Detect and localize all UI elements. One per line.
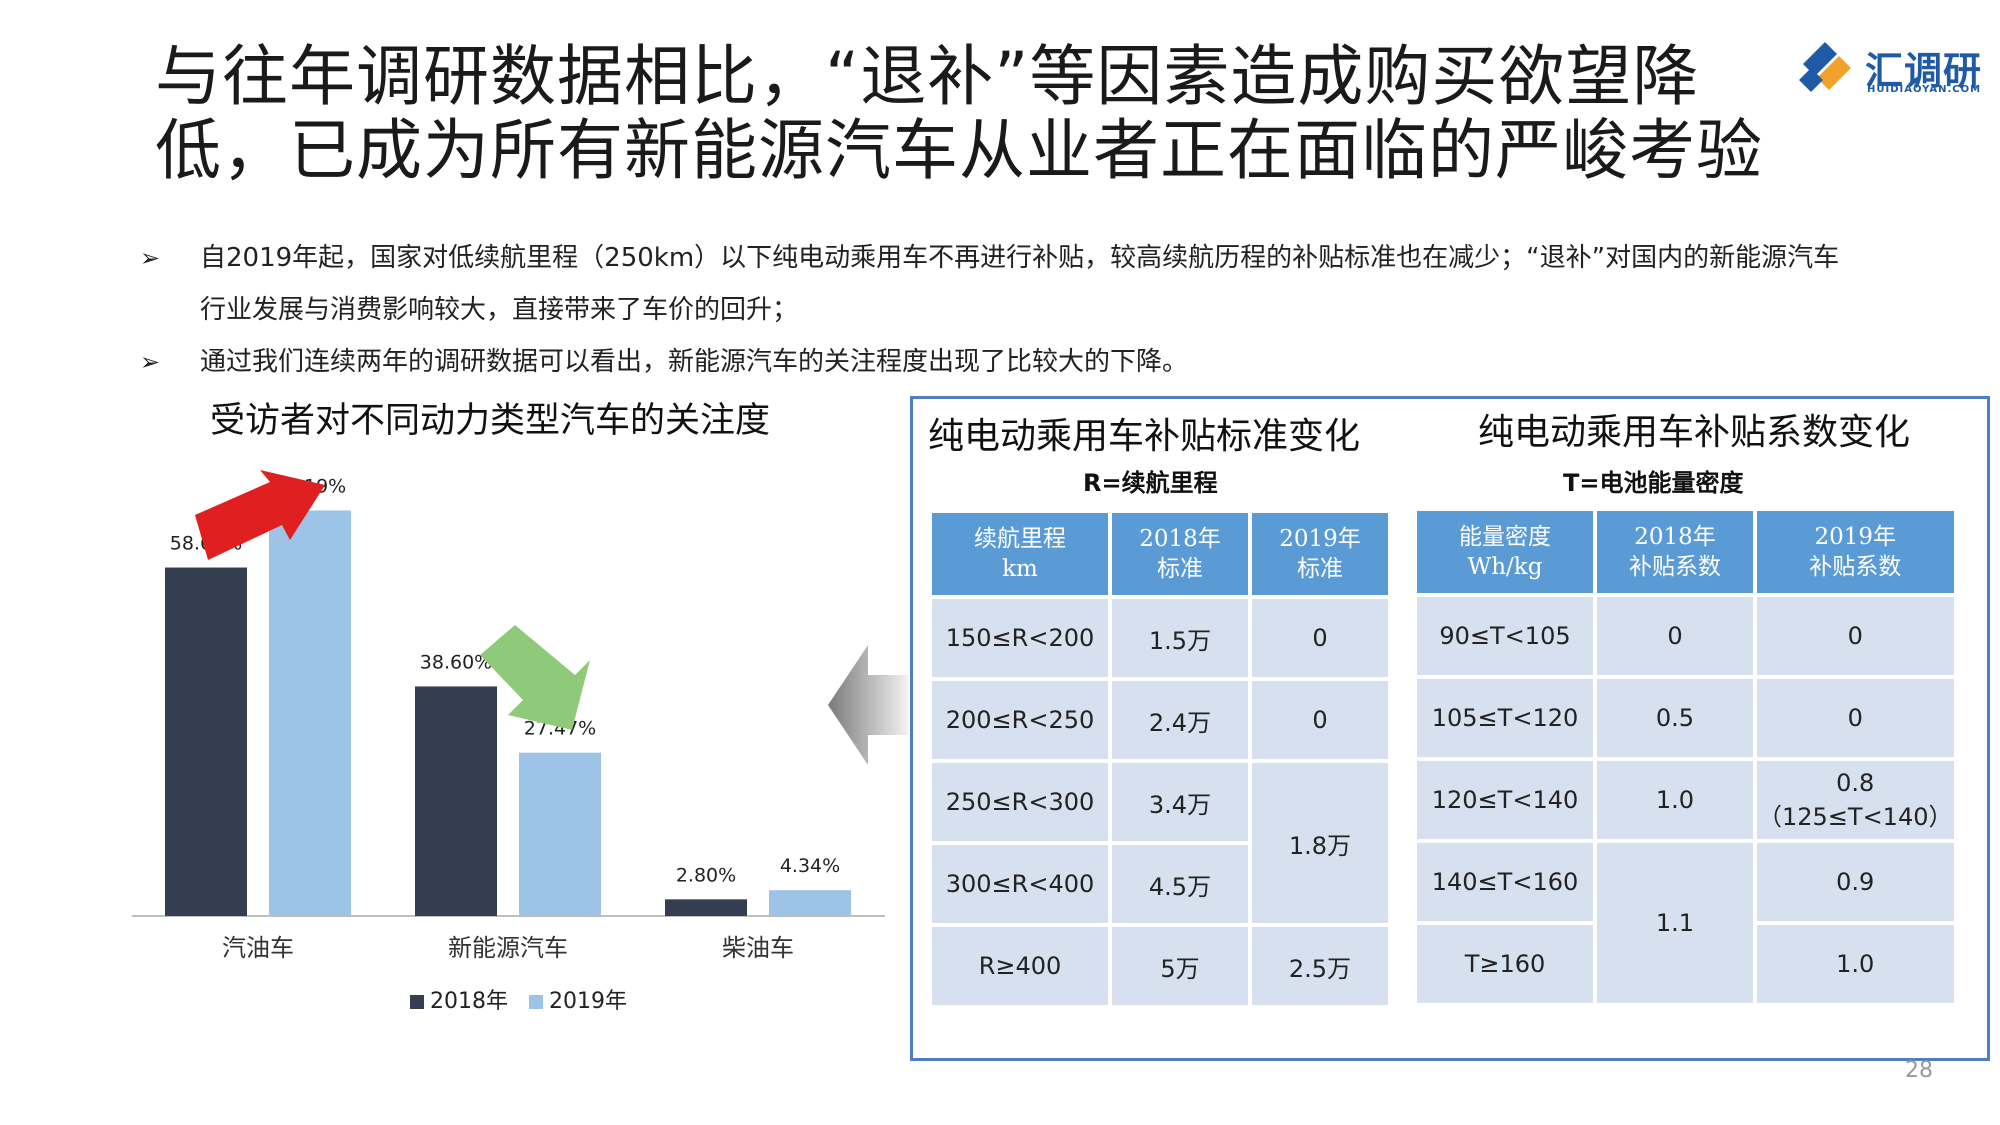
table-row: 150≤R<200 1.5万 0 xyxy=(932,599,1388,677)
category-label: 新能源汽车 xyxy=(448,934,568,962)
table-cell: 0.8 （125≤T<140） xyxy=(1757,761,1954,839)
table-row: R≥400 5万 2.5万 xyxy=(932,927,1388,1005)
table-cell: 140≤T<160 xyxy=(1417,843,1593,921)
page-title: 与往年调研数据相比，“退补”等因素造成购买欲望降低，已成为所有新能源汽车从业者正… xyxy=(155,38,1763,189)
table-cell: 300≤R<400 xyxy=(932,845,1108,923)
chart-legend: 2018年 2019年 xyxy=(410,983,627,1015)
table-header-cell: 2019年 标准 xyxy=(1252,513,1388,595)
table-cell: 2.4万 xyxy=(1112,681,1248,759)
table-cell: 1.0 xyxy=(1597,761,1753,839)
bullet-item: ➢ 自2019年起，国家对低续航里程（250km）以下纯电动乘用车不再进行补贴，… xyxy=(140,232,1840,336)
legend-label-2019: 2019年 xyxy=(548,989,627,1014)
bar-2019 xyxy=(769,890,851,916)
bullet-arrow-icon: ➢ xyxy=(140,244,161,272)
bar-2019 xyxy=(269,510,351,916)
table-header-cell: 2018年 标准 xyxy=(1112,513,1248,595)
table-cell: 200≤R<250 xyxy=(932,681,1108,759)
logo-subtext: HUIDIAOYAN.COM xyxy=(1867,84,1982,95)
subsidy-coefficient-table: 能量密度 Wh/kg 2018年 补贴系数 2019年 补贴系数 90≤T<105 0… xyxy=(1413,507,1958,1007)
bullet-text: 通过我们连续两年的调研数据可以看出，新能源汽车的关注程度出现了比较大的下降。 xyxy=(200,347,1189,377)
bar-2018 xyxy=(415,686,497,916)
bullet-item: ➢ 通过我们连续两年的调研数据可以看出，新能源汽车的关注程度出现了比较大的下降。 xyxy=(140,336,1840,388)
table-cell: 1.0 xyxy=(1757,925,1954,1003)
table-cell: 4.5万 xyxy=(1112,845,1248,923)
table-cell: 250≤R<300 xyxy=(932,763,1108,841)
table-row: 120≤T<140 1.0 0.8 （125≤T<140） xyxy=(1417,761,1954,839)
bullet-text: 自2019年起，国家对低续航里程（250km）以下纯电动乘用车不再进行补贴，较高… xyxy=(200,243,1840,325)
left-pointing-arrow-icon xyxy=(828,645,908,765)
table2-title: 纯电动乘用车补贴系数变化 xyxy=(1478,412,1911,453)
logo-text: 汇调研 xyxy=(1865,49,1983,93)
table-cell: 0.5 xyxy=(1597,679,1753,757)
table-row: 90≤T<105 0 0 xyxy=(1417,597,1954,675)
table-cell: 0 xyxy=(1252,681,1388,759)
table-header-row: 能量密度 Wh/kg 2018年 补贴系数 2019年 补贴系数 xyxy=(1417,511,1954,593)
table-row: 200≤R<250 2.4万 0 xyxy=(932,681,1388,759)
attention-bar-chart: 58.60%68.19%汽油车38.60%27.47%新能源汽车2.80%4.3… xyxy=(132,470,885,962)
table-header-row: 续航里程 km 2018年 标准 2019年 标准 xyxy=(932,513,1388,595)
table-header-cell: 2019年 补贴系数 xyxy=(1757,511,1954,593)
logo-mark-icon xyxy=(1799,42,1851,92)
legend-swatch-2018 xyxy=(410,995,424,1009)
subsidy-panel: 纯电动乘用车补贴标准变化 R=续航里程 纯电动乘用车补贴系数变化 T=电池能量密… xyxy=(910,396,1990,1061)
legend-swatch-2019 xyxy=(528,995,543,1009)
green-down-arrow-icon xyxy=(480,625,590,730)
bar-2019 xyxy=(519,752,601,916)
table-cell: 0 xyxy=(1597,597,1753,675)
table1-title: 纯电动乘用车补贴标准变化 xyxy=(928,416,1361,457)
table-header-cell: 2018年 补贴系数 xyxy=(1597,511,1753,593)
table-cell: T≥160 xyxy=(1417,925,1593,1003)
table-cell: 120≤T<140 xyxy=(1417,761,1593,839)
chart-title: 受访者对不同动力类型汽车的关注度 xyxy=(210,401,771,441)
subsidy-standard-table: 续航里程 km 2018年 标准 2019年 标准 150≤R<200 1.5万 0 … xyxy=(928,509,1392,1009)
table-cell-merged: 1.8万 xyxy=(1252,763,1388,923)
page-number: 28 xyxy=(1905,1058,1933,1083)
data-label: 2.80% xyxy=(676,864,736,886)
table-cell-merged: 1.1 xyxy=(1597,843,1753,1003)
company-logo: 汇调研 HUIDIAOYAN.COM xyxy=(1795,34,1985,106)
table-cell: 2.5万 xyxy=(1252,927,1388,1005)
table-cell: 90≤T<105 xyxy=(1417,597,1593,675)
table1-subtitle: R=续航里程 xyxy=(1083,469,1218,497)
data-label: 27.47% xyxy=(524,718,596,740)
table-header-cell: 能量密度 Wh/kg xyxy=(1417,511,1593,593)
table-cell: 0.9 xyxy=(1757,843,1954,921)
table-cell: 105≤T<120 xyxy=(1417,679,1593,757)
table-cell: R≥400 xyxy=(932,927,1108,1005)
legend-label-2018: 2018年 xyxy=(430,989,508,1014)
bar-2018 xyxy=(165,567,247,916)
data-label: 4.34% xyxy=(780,855,840,877)
red-up-arrow-icon xyxy=(195,470,325,560)
table2-subtitle: T=电池能量密度 xyxy=(1563,469,1744,497)
bullet-list: ➢ 自2019年起，国家对低续航里程（250km）以下纯电动乘用车不再进行补贴，… xyxy=(140,232,1840,388)
category-label: 汽油车 xyxy=(222,934,294,962)
table-row: 250≤R<300 3.4万 1.8万 xyxy=(932,763,1388,923)
table-cell: 5万 xyxy=(1112,927,1248,1005)
table-row: 140≤T<160 1.1 0.9 xyxy=(1417,843,1954,1003)
table-row: 105≤T<120 0.5 0 xyxy=(1417,679,1954,757)
bullet-arrow-icon: ➢ xyxy=(140,348,161,376)
table-cell: 3.4万 xyxy=(1112,763,1248,841)
category-label: 柴油车 xyxy=(722,934,794,962)
table-row: 300≤R<400 4.5万 xyxy=(932,845,1388,923)
table-cell: 1.5万 xyxy=(1112,599,1248,677)
data-label: 38.60% xyxy=(420,651,492,673)
bar-2018 xyxy=(665,899,747,916)
table-header-cell: 续航里程 km xyxy=(932,513,1108,595)
table-cell: 0 xyxy=(1757,597,1954,675)
table-cell: 150≤R<200 xyxy=(932,599,1108,677)
table-cell: 0 xyxy=(1757,679,1954,757)
table-row: T≥160 1.0 xyxy=(1417,925,1954,1003)
table-cell: 0 xyxy=(1252,599,1388,677)
